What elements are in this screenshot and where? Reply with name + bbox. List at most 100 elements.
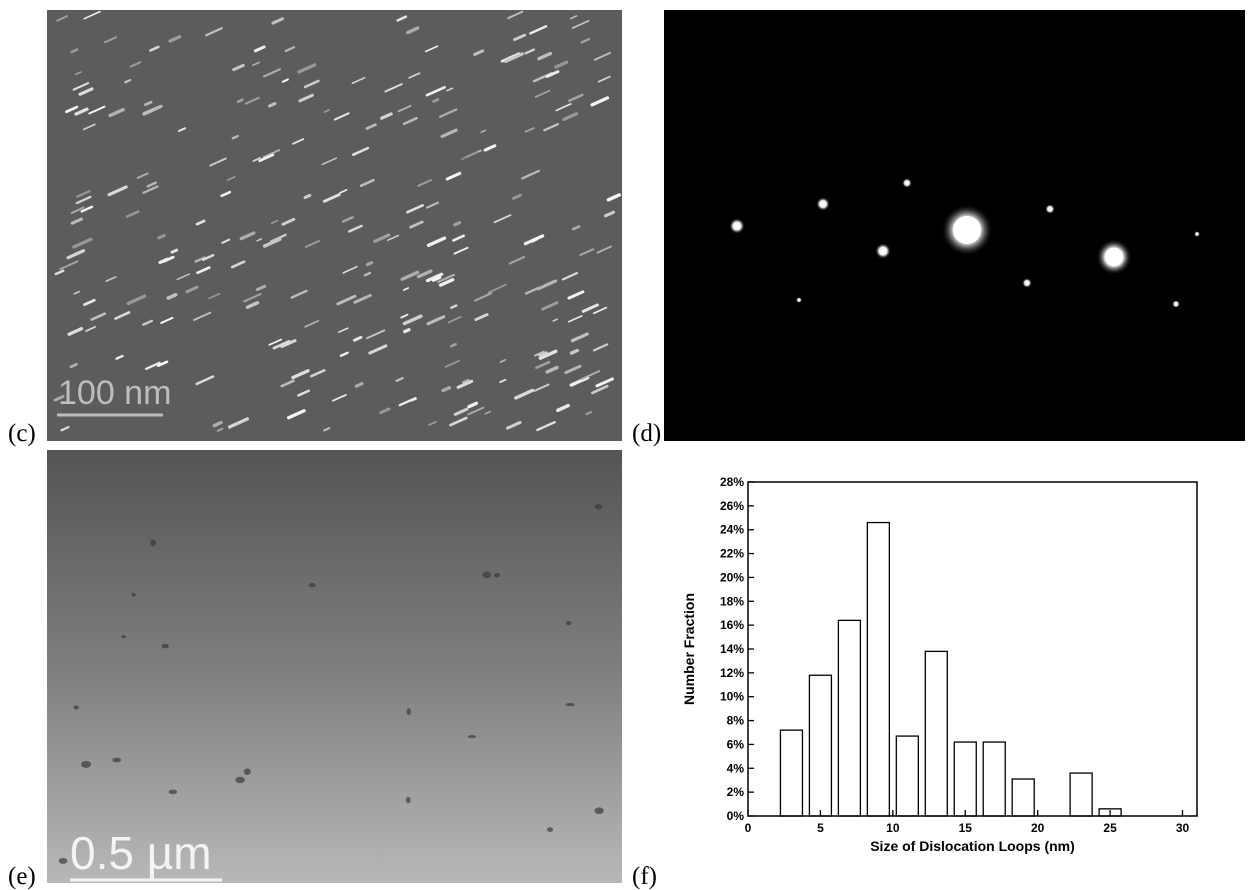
defect-streak	[74, 107, 89, 116]
defect-streak	[554, 60, 569, 69]
defect-streak	[339, 189, 348, 194]
defect-streak	[363, 271, 372, 277]
defect-streak	[524, 127, 535, 133]
panel-label: (d)	[632, 420, 661, 447]
defect-loop	[131, 592, 136, 597]
defect-streak	[425, 272, 444, 283]
defect-streak	[59, 260, 79, 270]
defect-loop	[494, 572, 501, 578]
defect-streak	[142, 185, 159, 194]
defect-streak	[323, 109, 330, 113]
diffraction-pattern-d	[664, 10, 1245, 441]
defect-streak	[209, 157, 227, 167]
defect-streak	[322, 193, 341, 203]
defect-streak	[487, 283, 507, 294]
defect-loop	[406, 708, 411, 715]
y-tick-label: 16%	[720, 618, 744, 632]
defect-streak	[397, 104, 412, 113]
defect-streak	[144, 100, 153, 107]
y-axis-label: Number Fraction	[681, 593, 697, 705]
defect-streak	[379, 407, 391, 415]
defect-streak	[595, 377, 614, 388]
defect-loop	[235, 776, 245, 784]
defect-streak	[108, 107, 125, 118]
defect-streak	[82, 123, 96, 131]
defect-streak	[408, 72, 421, 79]
defect-streak	[129, 61, 142, 68]
defect-streak	[569, 376, 590, 387]
defect-streak	[65, 105, 79, 114]
defect-streak	[53, 395, 65, 402]
defect-loop	[547, 827, 553, 832]
defect-streak	[556, 403, 570, 413]
defect-streak	[339, 351, 349, 357]
defect-streak	[272, 340, 291, 350]
defect-streak	[353, 293, 372, 304]
defect-streak	[570, 332, 589, 343]
defect-streak	[545, 365, 559, 374]
defect-streak	[136, 172, 149, 179]
defect-streak	[271, 17, 285, 25]
defect-streak	[432, 98, 440, 103]
defect-streak	[438, 278, 455, 287]
defect-streak	[258, 153, 275, 163]
defect-streak	[348, 224, 363, 233]
bar	[1011, 778, 1035, 817]
defect-streak	[441, 386, 452, 393]
defect-streak	[75, 195, 92, 205]
defect-streak	[262, 237, 282, 248]
defect-streak	[103, 36, 118, 44]
defect-streak	[438, 108, 458, 118]
defect-streak	[255, 284, 267, 292]
defect-streak	[499, 378, 507, 384]
defect-streak	[543, 123, 560, 132]
defect-loop	[81, 760, 92, 768]
defect-streak	[252, 157, 262, 162]
x-tick-label: 25	[1103, 821, 1117, 835]
defect-streak	[80, 205, 94, 213]
defect-streak	[245, 301, 260, 309]
defect-streak	[124, 78, 132, 84]
y-tick-label: 26%	[720, 499, 744, 513]
defect-streak	[368, 344, 388, 355]
x-tick-label: 0	[745, 821, 752, 835]
defect-streak	[176, 273, 190, 281]
defect-streak	[417, 179, 433, 187]
defect-streak	[54, 269, 65, 276]
defect-streak	[195, 375, 215, 386]
defect-streak	[230, 260, 246, 269]
defect-streak	[149, 45, 160, 52]
defect-streak	[90, 312, 106, 321]
defect-streak	[561, 272, 579, 281]
defect-streak	[321, 157, 338, 166]
defect-streak	[280, 379, 295, 388]
defect-streak	[428, 420, 437, 426]
bar	[1069, 772, 1093, 817]
bar	[779, 729, 804, 817]
defect-streak	[336, 294, 357, 306]
defect-streak	[513, 33, 527, 42]
defect-streak	[114, 311, 131, 320]
defect-streak	[290, 289, 308, 299]
y-tick-label: 28%	[720, 475, 744, 489]
defect-streak	[298, 93, 314, 103]
panel-label: (c)	[8, 420, 36, 447]
defect-streak	[431, 275, 442, 282]
defect-streak	[162, 255, 175, 263]
defect-streak	[426, 236, 447, 247]
defect-streak	[145, 361, 161, 371]
defect-streak	[366, 329, 386, 340]
defect-streak	[402, 116, 418, 126]
defect-streak	[220, 190, 232, 198]
defect-streak	[323, 427, 331, 432]
defect-streak	[437, 273, 455, 284]
defect-streak	[85, 326, 96, 332]
defect-streak	[142, 319, 154, 326]
defect-loop	[308, 583, 316, 588]
defect-streak	[453, 221, 462, 227]
y-tick-label: 2%	[727, 785, 745, 799]
histogram-chart: 0% 2% 4% 6% 8% 10% 12% 14% 16% 18% 20% 22% 24% 26% 28%…	[681, 475, 1198, 854]
defect-streak	[535, 360, 551, 370]
defect-streak	[146, 181, 157, 188]
defect-streak	[292, 138, 305, 145]
